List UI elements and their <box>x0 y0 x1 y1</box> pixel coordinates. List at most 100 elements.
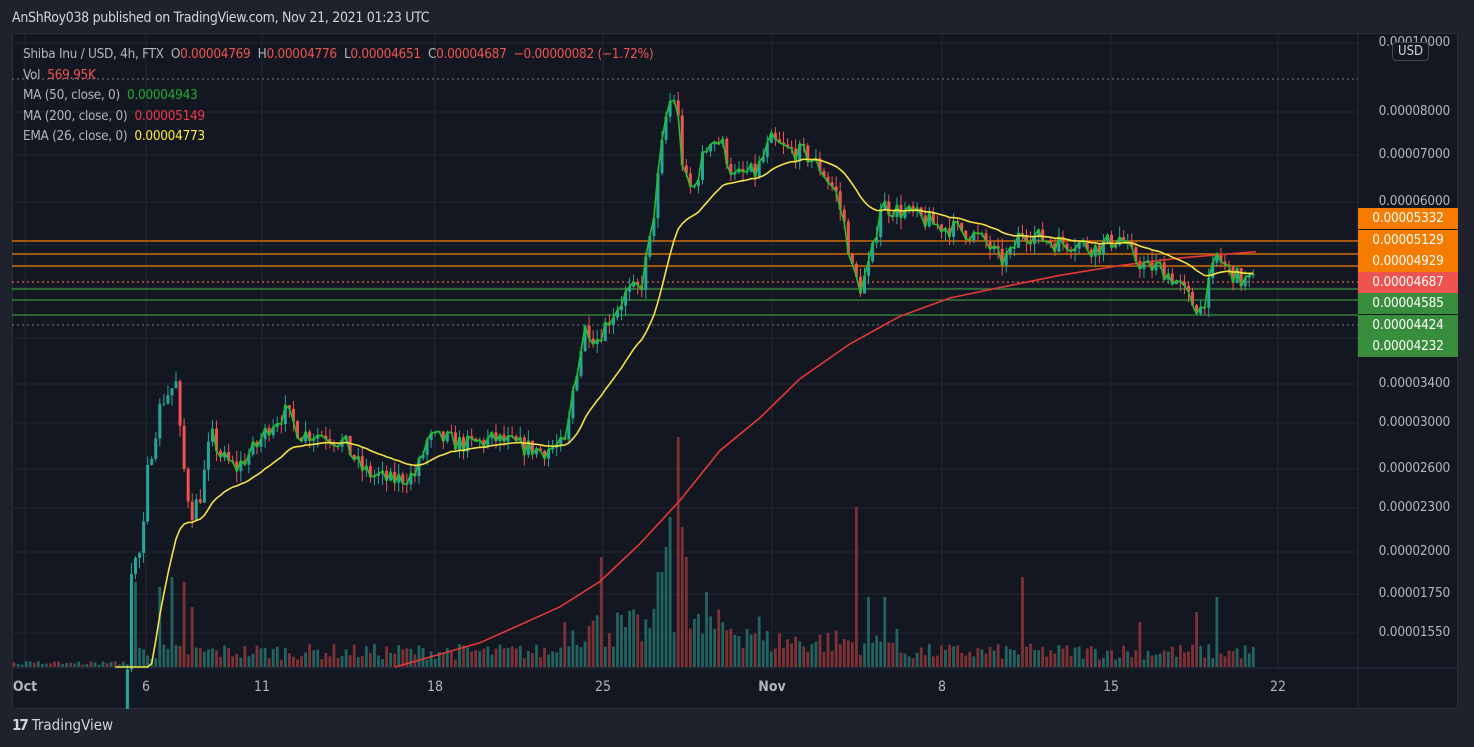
volume-bar <box>417 645 421 667</box>
volume-bar <box>433 659 437 667</box>
volume-bar <box>170 577 174 667</box>
volume-bar <box>567 646 571 667</box>
candle-body <box>138 553 142 558</box>
volume-bar <box>563 622 567 667</box>
candle-body <box>656 173 660 219</box>
volume-bar <box>1106 650 1109 667</box>
volume-bar <box>814 641 818 667</box>
candle-body <box>603 322 607 341</box>
ema26-label[interactable]: EMA (26, close, 0) <box>23 128 128 144</box>
volume-bar <box>668 517 672 667</box>
candle-body <box>332 442 336 446</box>
candle-body <box>996 245 1000 249</box>
candle-body <box>287 405 291 409</box>
candle-body <box>316 435 320 439</box>
volume-bar <box>1243 645 1247 667</box>
volume-bar <box>810 644 814 667</box>
candle-body <box>863 275 866 294</box>
volume-bar <box>227 647 231 667</box>
candle-body <box>202 469 206 503</box>
candle-body <box>530 440 534 455</box>
volume-bar <box>1085 648 1089 667</box>
volume-bar <box>923 655 927 667</box>
candle-body <box>1008 247 1012 254</box>
volume-bar <box>1166 651 1170 667</box>
volume-bar <box>271 648 275 667</box>
candle-body <box>834 186 838 192</box>
time-tick-label: 8 <box>937 679 947 695</box>
volume-bar <box>320 659 324 667</box>
volume-bar <box>1049 650 1053 667</box>
candle-body <box>158 403 162 439</box>
volume-bar <box>85 664 89 667</box>
candle-body <box>1057 236 1061 252</box>
ma200-label[interactable]: MA (200, close, 0) <box>23 107 128 124</box>
brand-name: TradingView <box>31 716 114 734</box>
price-tick-label: 0.00007000 <box>1378 146 1451 162</box>
volume-bar <box>425 659 429 667</box>
candle-body <box>741 168 745 172</box>
symbol-label[interactable]: Shiba Inu / USD, 4h, FTX <box>23 46 164 62</box>
vol-label[interactable]: Vol <box>23 66 41 83</box>
volume-bar <box>931 656 935 667</box>
volume-bar <box>1134 650 1138 667</box>
time-tick-label: Oct <box>12 679 38 695</box>
volume-bar <box>344 649 348 667</box>
candle-body <box>198 499 202 503</box>
volume-bar <box>591 620 595 667</box>
volume-bar <box>887 642 891 667</box>
candle-body <box>790 146 794 149</box>
candle-body <box>567 418 571 440</box>
candle-body <box>210 428 214 442</box>
candle-body <box>393 471 397 483</box>
candle-body <box>939 224 943 232</box>
volume-bar <box>863 643 866 667</box>
volume-bar <box>1114 659 1117 667</box>
time-tick-label: Nov <box>758 679 786 695</box>
price-level-tag: 0.00005129 <box>1358 230 1458 251</box>
volume-bar <box>251 653 255 667</box>
candle-body <box>429 433 433 441</box>
volume-bar <box>871 642 874 667</box>
volume-bar <box>818 634 822 667</box>
candle-body <box>166 395 170 404</box>
volume-bar <box>288 653 291 667</box>
volume-bar <box>583 641 587 667</box>
volume-bar <box>919 647 923 667</box>
candle-body <box>887 201 891 215</box>
volume-bar <box>437 652 441 667</box>
price-chart[interactable] <box>12 33 1458 709</box>
time-tick-label: 18 <box>426 679 444 695</box>
volume-bar <box>603 646 607 667</box>
candle-body <box>611 317 615 326</box>
volume-bar <box>729 628 733 667</box>
candle-body <box>482 440 486 447</box>
candle-body <box>1000 248 1004 266</box>
volume-bar <box>1154 654 1158 667</box>
volume-bar <box>620 614 623 667</box>
volume-bar <box>790 643 793 667</box>
volume-bar <box>859 654 862 667</box>
candle-body <box>1138 261 1142 270</box>
volume-bar <box>571 630 575 667</box>
volume-bar <box>239 657 243 667</box>
tradingview-logo-icon: 17 <box>12 716 29 734</box>
candle-body <box>1211 262 1215 279</box>
candle-body <box>729 164 733 175</box>
candle-body <box>615 310 619 318</box>
ma50-label[interactable]: MA (50, close, 0) <box>23 87 120 103</box>
volume-bar <box>510 646 514 667</box>
volume-bar <box>1012 649 1016 667</box>
volume-row: Vol 569.95K <box>23 65 653 86</box>
tradingview-brand[interactable]: 17 TradingView <box>12 716 113 734</box>
volume-bar <box>579 647 583 667</box>
volume-bar <box>211 648 214 667</box>
volume-bar <box>644 619 648 667</box>
candle-body <box>907 206 911 211</box>
volume-bar <box>336 658 340 667</box>
volume-bar <box>1102 657 1105 667</box>
volume-bar <box>972 656 976 667</box>
candle-body <box>470 436 474 439</box>
currency-badge[interactable]: USD <box>1392 42 1429 61</box>
volume-bar <box>373 643 376 667</box>
